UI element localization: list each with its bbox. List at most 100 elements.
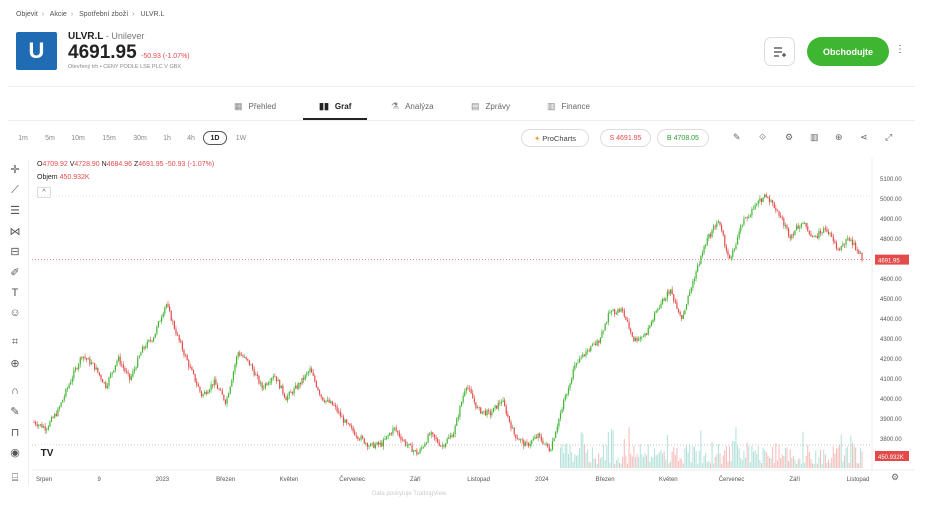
candle-body: [851, 239, 854, 245]
timeframe-1m[interactable]: 1m: [18, 134, 28, 142]
candle-body: [791, 234, 793, 239]
timeframe-1w[interactable]: 1W: [235, 134, 247, 142]
eye-icon[interactable]: ◉: [10, 447, 20, 459]
fib-lines-icon[interactable]: ☰: [10, 205, 20, 217]
current-price-tag-label: 4691.95: [878, 259, 900, 265]
candle-body: [617, 309, 619, 314]
candle-body: [695, 271, 697, 279]
candle-body: [38, 424, 40, 427]
candle-body: [433, 434, 436, 438]
candle-body: [757, 200, 759, 204]
candle-body: [494, 405, 496, 408]
volume-bar: [607, 432, 609, 468]
fullscreen-icon[interactable]: ⤢: [885, 132, 893, 142]
volume-bar: [668, 463, 670, 468]
crosshair-icon[interactable]: ✛: [10, 164, 20, 176]
volume-bar: [622, 456, 624, 468]
magnet-icon[interactable]: ∩: [11, 385, 19, 397]
candle-body: [33, 422, 35, 423]
candle-body: [263, 387, 265, 389]
candle-body: [602, 330, 605, 332]
volume-bar: [767, 455, 769, 468]
candle-body: [604, 323, 606, 331]
volume-bar: [764, 449, 766, 468]
breadcrumb-item[interactable]: Spotřební zboží: [79, 11, 129, 18]
sell-button[interactable]: S 4691.95: [600, 129, 651, 147]
volume-bar: [690, 462, 692, 468]
candle-body: [736, 237, 739, 245]
tab-analyza[interactable]: ⚗ Analýza: [391, 92, 434, 120]
candle-body: [507, 414, 509, 417]
candle-body: [749, 215, 751, 217]
candle-body: [770, 200, 772, 202]
indicators-icon[interactable]: ▥: [810, 132, 819, 142]
volume-bar: [655, 455, 657, 468]
candle-body: [684, 309, 686, 315]
axis-settings-icon[interactable]: ⚙: [891, 472, 900, 482]
candle-body: [183, 349, 185, 356]
candle-body: [271, 378, 273, 382]
volume-bar: [827, 459, 829, 468]
lock-icon[interactable]: ⊓: [10, 427, 20, 439]
timeframe-4h[interactable]: 4h: [187, 134, 195, 142]
candle-body: [537, 433, 539, 438]
trash-icon[interactable]: ⌸: [11, 472, 19, 484]
trend-line-icon[interactable]: ⟋: [11, 184, 19, 196]
tab-prehled[interactable]: ▦ Přehled: [234, 92, 276, 120]
tab-finance[interactable]: ▥ Finance: [547, 92, 590, 120]
gear-icon[interactable]: ⚙: [785, 132, 794, 142]
timeframe-15m[interactable]: 15m: [102, 134, 116, 142]
volume-bar: [674, 454, 676, 468]
compare-icon[interactable]: ⟐: [759, 132, 767, 142]
tab-graf[interactable]: ▮▮ Graf: [302, 92, 368, 120]
buy-button[interactable]: B 4708.05: [657, 129, 709, 147]
candle-body: [221, 390, 223, 395]
price-axis-label: 4500.00: [880, 297, 902, 303]
more-menu-icon[interactable]: ⋮: [895, 44, 905, 55]
lock-drawing-icon[interactable]: ✎: [10, 406, 20, 418]
volume-bar: [686, 444, 688, 468]
collapse-legend-button[interactable]: ^: [37, 187, 51, 198]
price-chart[interactable]: 5100.005000.004900.004800.004700.004600.…: [32, 158, 914, 488]
ruler-icon[interactable]: ⌗: [11, 336, 19, 348]
candle-body: [49, 421, 51, 427]
timeframe-5m[interactable]: 5m: [45, 134, 55, 142]
volume-bar: [682, 463, 684, 468]
timeframe-1h[interactable]: 1h: [163, 134, 171, 142]
candle-body: [810, 234, 812, 237]
pattern-icon[interactable]: ⋈: [9, 226, 21, 238]
candle-body: [207, 392, 209, 394]
breadcrumb-item[interactable]: Akcie: [49, 11, 67, 18]
timeframe-30m[interactable]: 30m: [133, 134, 147, 142]
draw-pen-icon[interactable]: ✎: [733, 132, 741, 142]
breadcrumb-item[interactable]: Objevit: [16, 11, 38, 18]
volume-bar: [673, 447, 675, 468]
volume-bar: [611, 428, 613, 468]
candle-body: [711, 229, 713, 237]
time-axis-label: Březen: [216, 477, 235, 483]
volume-bar: [842, 461, 844, 468]
trade-button[interactable]: Obchodujte: [807, 37, 889, 66]
add-icon[interactable]: ⊕: [835, 132, 843, 142]
projection-icon[interactable]: ⊟: [10, 246, 20, 258]
text-icon[interactable]: T: [11, 287, 19, 299]
volume-bar: [725, 446, 727, 468]
brush-icon[interactable]: ✐: [10, 267, 20, 279]
volume-bar: [784, 448, 786, 468]
candle-body: [62, 399, 64, 403]
candle-body: [204, 391, 206, 395]
tab-zpravy[interactable]: ▤ Zprávy: [471, 92, 510, 120]
timeframe-10m[interactable]: 10m: [71, 134, 85, 142]
timeframe-1d[interactable]: 1D: [203, 131, 227, 145]
volume-bar: [760, 463, 762, 468]
candle-body: [567, 388, 570, 394]
share-icon[interactable]: ⋖: [860, 132, 868, 142]
add-to-watchlist-button[interactable]: [764, 37, 795, 66]
candle-body: [759, 198, 761, 201]
candle-body: [700, 255, 702, 265]
emoji-icon[interactable]: ☺: [9, 307, 21, 319]
procharts-button[interactable]: ✦ ProCharts: [521, 129, 589, 147]
candle-body: [451, 435, 453, 438]
time-axis-label: Listopad: [467, 477, 490, 483]
zoom-in-icon[interactable]: ⊕: [10, 358, 20, 370]
